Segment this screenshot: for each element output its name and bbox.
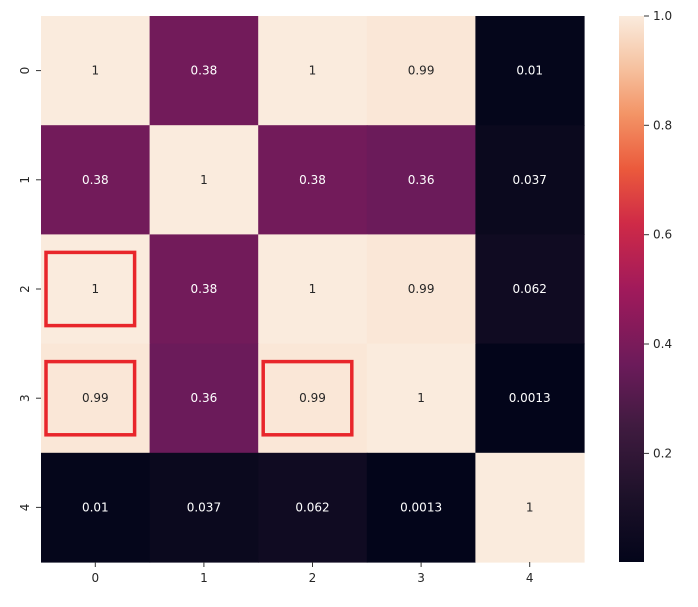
heatmap-cell-4-1	[149, 452, 259, 563]
heatmap-cells	[41, 16, 585, 563]
cell-label-1-0: 0.38	[82, 173, 109, 187]
heatmap-cell-2-3	[366, 234, 476, 345]
highlight-boxes	[44, 250, 354, 437]
colorbar: 0.2 0.4 0.6 0.8 1.0	[619, 9, 672, 562]
cell-label-2-0: 1	[91, 282, 99, 296]
cell-label-0-0: 1	[91, 64, 99, 78]
cell-label-0-2: 1	[309, 64, 317, 78]
heatmap-cell-1-1	[149, 125, 259, 235]
colorbar-tick-label-0: 0.2	[653, 446, 672, 460]
heatmap-cell-2-2	[258, 234, 368, 345]
x-tick-label-0: 0	[91, 571, 99, 585]
cell-label-4-0: 0.01	[82, 500, 109, 514]
y-tick-label-4: 4	[18, 504, 32, 512]
colorbar-tick-label-4: 1.0	[653, 9, 672, 23]
heatmap-cell-4-4	[475, 452, 585, 563]
heatmap-cell-4-0	[41, 452, 151, 563]
highlight-box-1	[44, 359, 137, 437]
heatmap-cell-0-4	[475, 16, 585, 126]
x-axis: 0 1 2 3 4	[91, 562, 534, 585]
heatmap-cell-0-0	[41, 16, 151, 126]
heatmap-cell-1-3	[366, 125, 476, 235]
cell-label-2-2: 1	[309, 282, 317, 296]
cell-label-4-2: 0.062	[295, 500, 329, 514]
highlight-box-2	[261, 359, 354, 437]
colorbar-tick-label-2: 0.6	[653, 228, 672, 242]
highlight-box-0	[44, 250, 137, 328]
heatmap-cell-0-1	[149, 16, 259, 126]
y-tick-label-1: 1	[18, 176, 32, 184]
heatmap-cell-0-3	[366, 16, 476, 126]
heatmap-cell-1-4	[475, 125, 585, 235]
cell-label-1-1: 1	[200, 173, 208, 187]
y-tick-label-3: 3	[18, 394, 32, 402]
x-tick-label-3: 3	[417, 571, 425, 585]
heatmap-cell-1-2	[258, 125, 368, 235]
heatmap-cell-3-3	[366, 343, 476, 454]
heatmap-cell-4-3	[366, 452, 476, 563]
x-tick-label-4: 4	[526, 571, 534, 585]
heatmap-cell-2-1	[149, 234, 259, 345]
cell-label-2-4: 0.062	[513, 282, 547, 296]
cell-label-1-3: 0.36	[408, 173, 435, 187]
cell-label-2-3: 0.99	[408, 282, 435, 296]
colorbar-gradient	[619, 16, 644, 562]
cell-label-3-3: 1	[417, 391, 425, 405]
colorbar-tick-label-1: 0.4	[653, 337, 672, 351]
cell-label-3-0: 0.99	[82, 391, 109, 405]
heatmap-cell-4-2	[258, 452, 368, 563]
cell-label-0-4: 0.01	[516, 64, 543, 78]
y-tick-label-0: 0	[18, 67, 32, 75]
cell-label-1-2: 0.38	[299, 173, 326, 187]
cell-labels: 1 0.38 1 0.99 0.01 0.38 1 0.38 0.36 0.037 1 0.38 1 0.…	[82, 64, 551, 515]
cell-label-3-4: 0.0013	[509, 391, 551, 405]
x-tick-label-2: 2	[309, 571, 317, 585]
cell-label-4-3: 0.0013	[400, 500, 442, 514]
heatmap-cell-3-4	[475, 343, 585, 454]
cell-label-3-1: 0.36	[191, 391, 218, 405]
heatmap-cell-1-0	[41, 125, 151, 235]
cell-label-0-1: 0.38	[191, 64, 218, 78]
cell-label-4-4: 1	[526, 500, 534, 514]
cell-label-3-2: 0.99	[299, 391, 326, 405]
y-axis: 0 1 2 3 4	[18, 67, 41, 511]
heatmap-cell-2-4	[475, 234, 585, 345]
cell-label-2-1: 0.38	[191, 282, 218, 296]
cell-label-0-3: 0.99	[408, 64, 435, 78]
y-tick-label-2: 2	[18, 285, 32, 293]
heatmap-cell-0-2	[258, 16, 368, 126]
cell-label-4-1: 0.037	[187, 500, 221, 514]
colorbar-tick-label-3: 0.8	[653, 118, 672, 132]
cell-label-1-4: 0.037	[513, 173, 547, 187]
heatmap-cell-3-1	[149, 343, 259, 454]
x-tick-label-1: 1	[200, 571, 208, 585]
